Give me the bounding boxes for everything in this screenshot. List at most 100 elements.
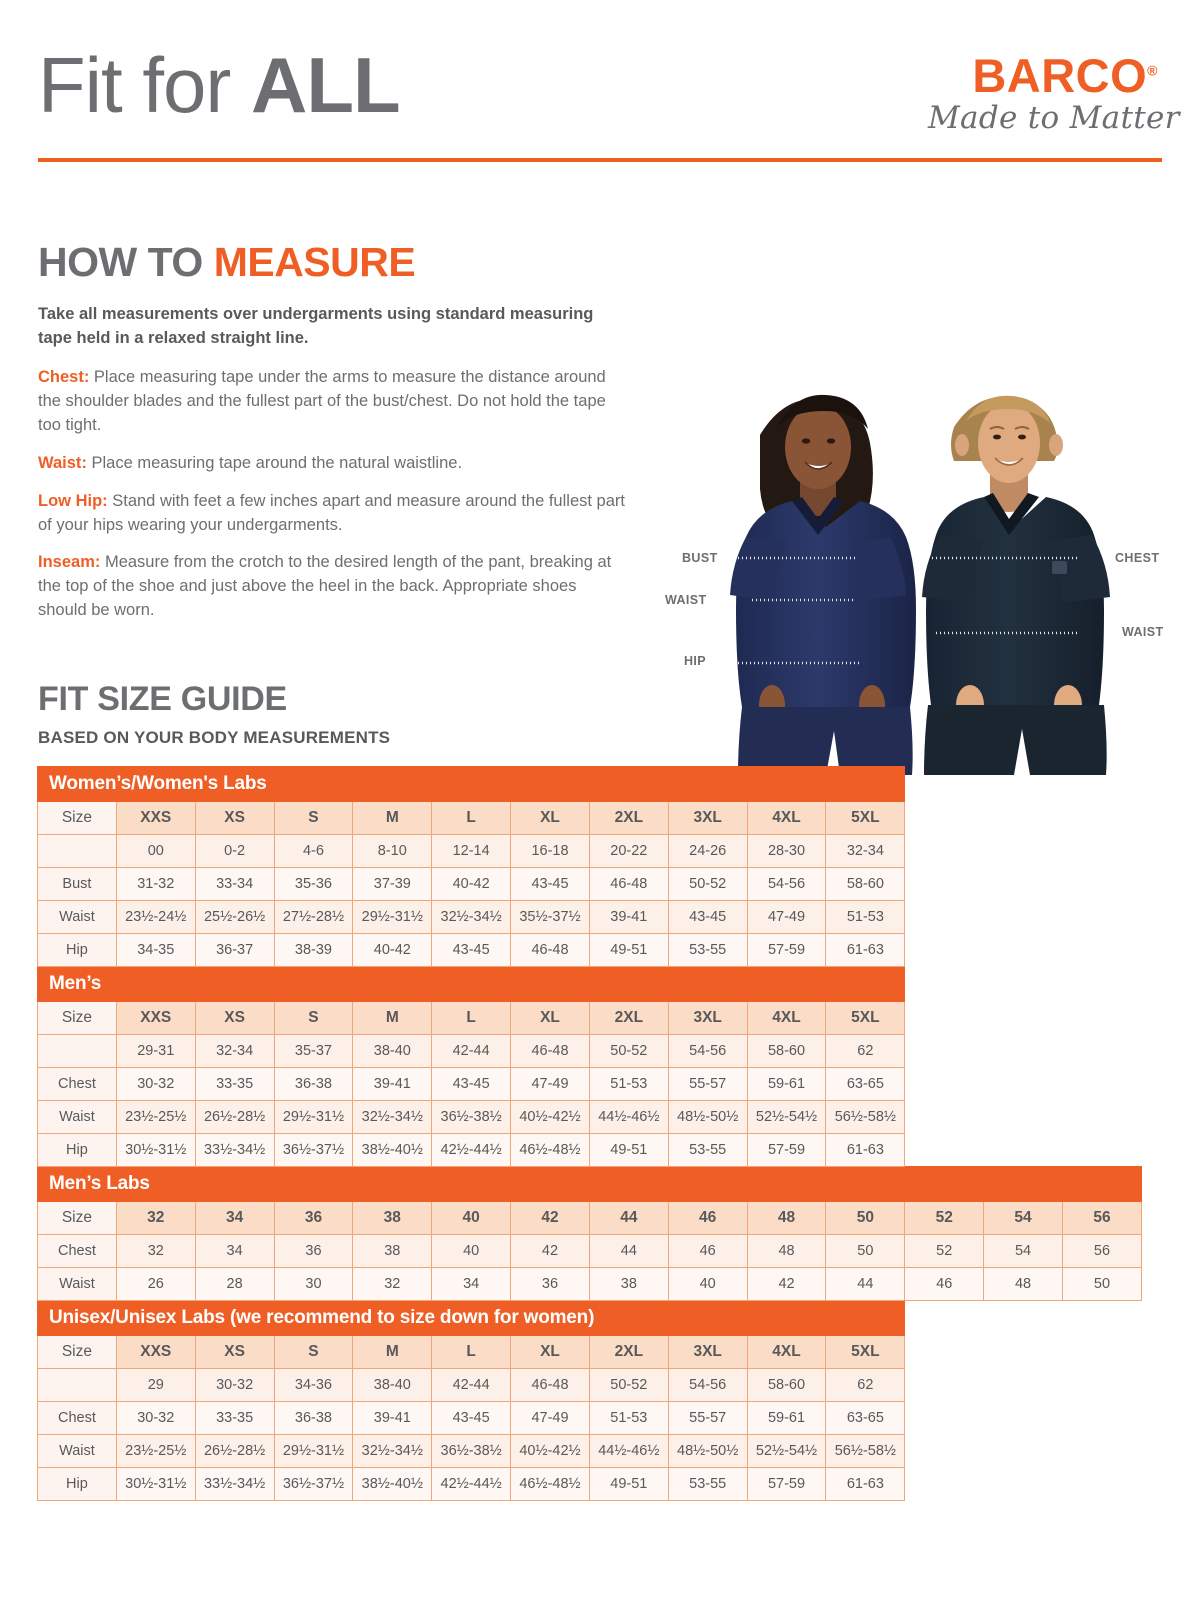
table-row: Waist 23½-25½ 26½-28½ 29½-31½ 32½-34½ 36½-38½… <box>37 1100 1142 1134</box>
table-cell: 46-48 <box>510 933 590 967</box>
size-header-cell: 56 <box>1061 1201 1143 1235</box>
row-label <box>37 834 117 868</box>
table-cell: 54-56 <box>746 867 827 901</box>
table-cell: 46 <box>904 1267 985 1301</box>
table-cell: 30 <box>273 1267 354 1301</box>
table-cell: 46-48 <box>588 867 669 901</box>
size-header-cell: 36 <box>273 1201 354 1235</box>
table-cell: 38½-40½ <box>352 1133 433 1167</box>
size-header-cell: XS <box>194 1001 275 1035</box>
size-header-cell: XS <box>194 1335 275 1369</box>
table-section-title: Men’s <box>36 966 906 1002</box>
table-cell: 31-32 <box>115 867 196 901</box>
size-header-cell: S <box>273 1001 354 1035</box>
table-cell: 16-18 <box>510 834 590 868</box>
table-cell: 25½-26½ <box>194 900 275 934</box>
table-row: Waist 26 28 30 32 34 36 38 40 42 44 46 48 50 <box>37 1267 1143 1301</box>
size-header-cell: XXS <box>115 801 196 835</box>
male-model-figure <box>922 395 1110 775</box>
table-cell: 48½-50½ <box>667 1100 748 1134</box>
table-cell: 54-56 <box>667 1368 748 1402</box>
table-cell: 63-65 <box>825 1401 906 1435</box>
table-cell: 52 <box>904 1234 985 1268</box>
measure-item-chest-text: Place measuring tape under the arms to m… <box>38 367 606 434</box>
size-header-cell: 42 <box>510 1201 590 1235</box>
models-figure-icon <box>730 394 1110 775</box>
table-cell: 33½-34½ <box>194 1133 275 1167</box>
table-row: Hip 30½-31½ 33½-34½ 36½-37½ 38½-40½ 42½-44½ 46… <box>37 1467 1142 1501</box>
measure-item-inseam: Inseam: Measure from the crotch to the d… <box>38 551 628 623</box>
table-cell: 35-37 <box>273 1034 354 1068</box>
table-row: Hip 30½-31½ 33½-34½ 36½-37½ 38½-40½ 42½-44½ 46… <box>37 1133 1142 1167</box>
brand-tagline: Made to Matter <box>928 100 1180 136</box>
table-cell: 28 <box>194 1267 275 1301</box>
table-row: 29-31 32-34 35-37 38-40 42-44 46-48 50-52 54-56… <box>37 1034 1142 1068</box>
measure-lead-text: Take all measurements over undergarments… <box>38 305 594 347</box>
table-section-band: Unisex/Unisex Labs (we recommend to size… <box>36 1300 1142 1336</box>
table-cell: 29½-31½ <box>352 900 433 934</box>
row-label: Bust <box>37 867 117 901</box>
table-cell: 48½-50½ <box>667 1434 748 1468</box>
table-cell: 46½-48½ <box>510 1467 590 1501</box>
table-cell: 39-41 <box>352 1067 433 1101</box>
table-cell: 56 <box>1061 1234 1143 1268</box>
table-cell: 58-60 <box>746 1368 827 1402</box>
table-section-title: Unisex/Unisex Labs (we recommend to size… <box>36 1300 906 1336</box>
table-cell: 27½-28½ <box>273 900 354 934</box>
header-divider <box>38 158 1162 162</box>
table-cell: 42½-44½ <box>431 1133 512 1167</box>
table-cell: 47-49 <box>746 900 827 934</box>
size-header-cell: XS <box>194 801 275 835</box>
size-header-cell: 40 <box>431 1201 512 1235</box>
row-label: Waist <box>37 1434 117 1468</box>
size-header-cell: 4XL <box>746 1335 827 1369</box>
row-label: Waist <box>37 1100 117 1134</box>
table-cell: 50-52 <box>588 1368 669 1402</box>
table-size-header-row: Size XXS XS S M L XL 2XL 3XL 4XL 5XL <box>37 1001 1142 1035</box>
table-size-header-row: Size XXS XS S M L XL 2XL 3XL 4XL 5XL <box>37 801 1142 835</box>
table-cell: 55-57 <box>667 1067 748 1101</box>
table-cell: 36 <box>510 1267 590 1301</box>
table-cell: 34 <box>194 1234 275 1268</box>
size-header-cell: M <box>352 801 433 835</box>
table-size-header-row: Size XXS XS S M L XL 2XL 3XL 4XL 5XL <box>37 1335 1142 1369</box>
how-to-measure-heading: HOW TO MEASURE <box>38 239 628 285</box>
table-cell: 42-44 <box>431 1368 512 1402</box>
row-label: Chest <box>37 1067 117 1101</box>
table-cell: 59-61 <box>746 1067 827 1101</box>
size-tables-container: Women’s/Women's Labs Size XXS XS S M L XL 2XL 3XL… <box>36 766 1143 1501</box>
table-cell: 43-45 <box>431 1401 512 1435</box>
table-cell: 32 <box>352 1267 433 1301</box>
table-cell: 30-32 <box>115 1067 196 1101</box>
measure-item-low-hip-text: Stand with feet a few inches apart and m… <box>38 491 625 534</box>
table-row: 29 30-32 34-36 38-40 42-44 46-48 50-52 54-56 58-… <box>37 1368 1142 1402</box>
label-chest: CHEST <box>1115 551 1160 565</box>
table-cell: 51-53 <box>825 900 906 934</box>
row-label: Chest <box>37 1401 117 1435</box>
table-cell: 33½-34½ <box>194 1467 275 1501</box>
table-cell: 33-34 <box>194 867 275 901</box>
table-cell: 42½-44½ <box>431 1467 512 1501</box>
table-cell: 40-42 <box>352 933 433 967</box>
measure-item-inseam-text: Measure from the crotch to the desired l… <box>38 553 612 620</box>
table-cell: 30½-31½ <box>115 1467 196 1501</box>
size-header-cell: 4XL <box>746 801 827 835</box>
table-cell: 32-34 <box>825 834 906 868</box>
measure-item-waist-text: Place measuring tape around the natural … <box>86 453 463 472</box>
table-cell: 40½-42½ <box>510 1100 590 1134</box>
table-cell: 59-61 <box>746 1401 827 1435</box>
table-cell: 63-65 <box>825 1067 906 1101</box>
table-cell: 54-56 <box>667 1034 748 1068</box>
table-cell: 32½-34½ <box>352 1100 433 1134</box>
table-cell: 52½-54½ <box>746 1100 827 1134</box>
table-cell: 12-14 <box>431 834 512 868</box>
size-header-cell: 2XL <box>588 1335 669 1369</box>
table-cell: 56½-58½ <box>825 1100 906 1134</box>
heading-plain: HOW TO <box>38 239 214 285</box>
table-cell: 53-55 <box>667 933 748 967</box>
table-cell: 46-48 <box>510 1034 590 1068</box>
table-cell: 53-55 <box>667 1133 748 1167</box>
table-cell: 50-52 <box>667 867 748 901</box>
table-cell: 36½-38½ <box>431 1434 512 1468</box>
row-label: Hip <box>37 933 117 967</box>
